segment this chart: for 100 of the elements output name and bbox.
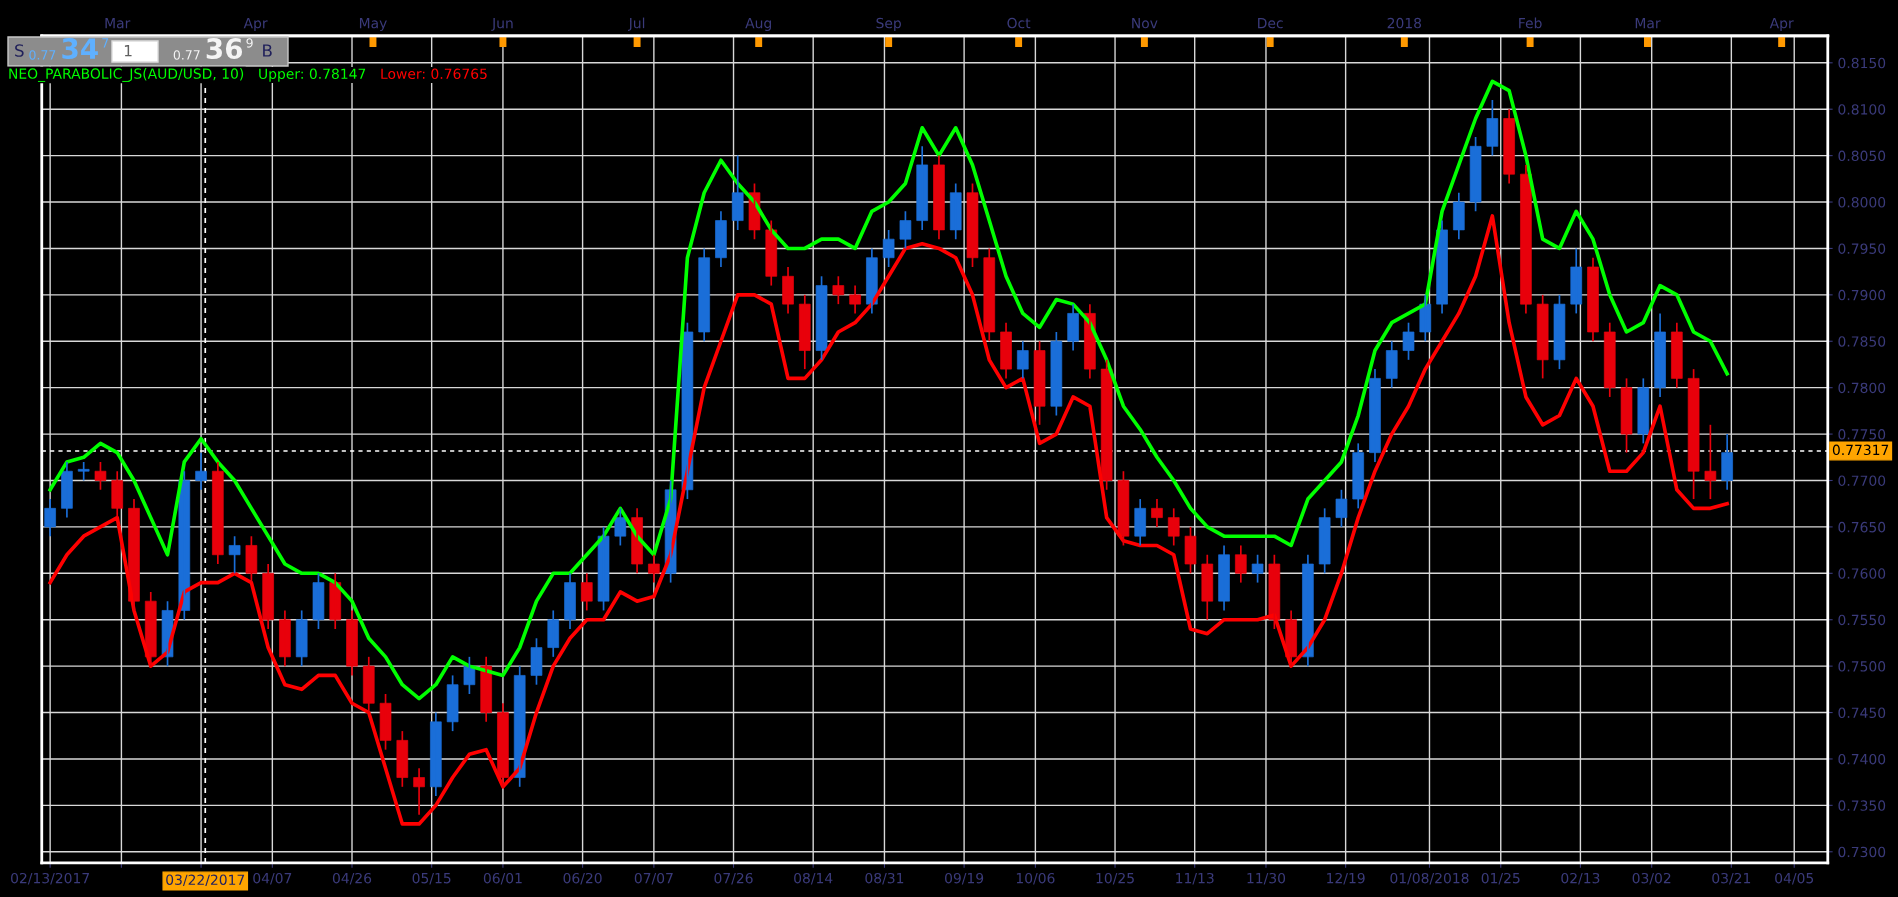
- candlestick: [1687, 368, 1700, 500]
- x2-tick-label: May: [359, 18, 387, 32]
- x-tick-label: 03/02: [1632, 872, 1671, 885]
- x2-tick-label: Apr: [1769, 18, 1794, 32]
- candlestick: [1235, 544, 1247, 584]
- x-tick-label: 07/07: [634, 872, 673, 885]
- candlestick: [77, 461, 90, 482]
- y-tick-label: 0.7700: [1838, 475, 1886, 486]
- line-series: [48, 214, 1729, 826]
- candlestick: [44, 498, 56, 538]
- annotation: 34: [62, 38, 98, 60]
- x2-tick-label: Mar: [105, 18, 131, 29]
- candlestick: [94, 461, 107, 491]
- y-tick-label: 0.8000: [1838, 197, 1886, 208]
- candlestick: [379, 693, 392, 751]
- text: S: [15, 44, 24, 57]
- x-tick-label: 10/06: [1016, 872, 1055, 885]
- y-tick-label: 0.7650: [1838, 521, 1886, 533]
- candlestick: [1620, 377, 1633, 454]
- candlestick: [1251, 553, 1264, 584]
- x-tick-label: 10/25: [1096, 872, 1134, 885]
- candlestick: [580, 572, 593, 612]
- annotation: 0.77: [173, 50, 200, 60]
- candlestick: [849, 284, 861, 315]
- candlestick: [899, 210, 912, 250]
- candlestick: [1017, 340, 1029, 380]
- candlestick: [597, 526, 610, 612]
- y-tick-label: 0.8050: [1838, 150, 1886, 162]
- candlestick: [1469, 136, 1482, 213]
- candlestick: [1402, 321, 1415, 361]
- x-tick-label: 09/19: [945, 872, 984, 885]
- y-tick-label: 0.7600: [1838, 568, 1886, 579]
- candlestick: [1335, 488, 1348, 528]
- text: Upper: 0.78147: [259, 68, 366, 82]
- candlestick: [1050, 331, 1063, 417]
- x-tick-label: 04/07: [253, 872, 292, 885]
- x-tick-label: 06/20: [563, 872, 602, 885]
- x-tick-label: 05/15: [412, 872, 451, 885]
- annotation: 9: [246, 38, 253, 48]
- candlestick: [312, 572, 325, 630]
- candlestick: [832, 275, 845, 305]
- y-tick-label: 0.8150: [1838, 57, 1886, 69]
- x2-tick-label: 2018: [1387, 17, 1422, 29]
- x-tick-label: 12/19: [1327, 872, 1365, 885]
- annotation: 7: [102, 38, 109, 48]
- y-tick-label: 0.7550: [1838, 614, 1886, 626]
- candlestick: [1100, 358, 1113, 491]
- x-tick-label: 11/13: [1176, 872, 1214, 885]
- x-tick-label: 01/08/2018: [1390, 872, 1469, 885]
- y-tick-label: 0.8100: [1838, 104, 1886, 115]
- annotation: 0.77: [29, 50, 56, 60]
- text: Lower: 0.76765: [381, 68, 487, 80]
- y-tick-label: 0.7400: [1838, 753, 1886, 765]
- candlestick: [1033, 340, 1046, 426]
- candlestick: [1486, 99, 1499, 157]
- annotation: B: [263, 44, 272, 57]
- y-tick-label: 0.7800: [1838, 382, 1886, 394]
- candlestick: [245, 535, 258, 584]
- candlestick: [1553, 294, 1566, 370]
- candlestick: [815, 275, 828, 361]
- x2-tick-label: Sep: [876, 17, 901, 32]
- candlestick: [1184, 526, 1197, 575]
- candlestick: [228, 535, 241, 575]
- candlestick: [446, 674, 459, 732]
- candlestick: [648, 553, 660, 584]
- x2-tick-label: Apr: [243, 18, 268, 32]
- y-tick-label: 0.7300: [1838, 846, 1886, 858]
- candlestick: [966, 182, 979, 268]
- candlestick: [1117, 470, 1130, 547]
- x-tick-label: 01/25: [1481, 872, 1520, 885]
- x2-tick-label: Dec: [1258, 18, 1283, 29]
- y-tick-label: 0.7350: [1838, 800, 1886, 811]
- x-tick-label: 07/26: [714, 872, 753, 885]
- candlestick: [530, 637, 543, 686]
- y-tick-label: 0.7900: [1838, 289, 1886, 301]
- ref-line-label: 03/22/2017: [166, 874, 245, 887]
- candlestick: [1453, 191, 1465, 240]
- x-tick-label: 02/13/2017: [11, 872, 89, 885]
- x-tick-label: 08/14: [794, 872, 833, 885]
- x2-tick-label: Jun: [491, 18, 513, 31]
- x2-tick-label: Mar: [1635, 18, 1661, 29]
- annotation: 1: [124, 45, 132, 57]
- annotation: 36: [206, 38, 243, 60]
- x2-tick-label: Oct: [1007, 17, 1031, 29]
- x-tick-label: 02/13: [1561, 872, 1600, 885]
- annotation: NEO_PARABOLIC_JS(AUD/USD, 10): [9, 68, 244, 82]
- x2-tick-label: Aug: [745, 18, 771, 32]
- x-tick-label: 11/30: [1247, 872, 1286, 885]
- x2-tick-label: Jul: [628, 17, 645, 31]
- x-tick-label: 04/26: [332, 872, 372, 885]
- x-tick-label: 03/21: [1712, 872, 1751, 885]
- y-tick-label: 0.7750: [1838, 429, 1886, 440]
- y-tick-label: 0.7500: [1838, 661, 1886, 672]
- y-tick-label: 0.7850: [1838, 336, 1886, 347]
- candlestick: [1167, 507, 1180, 547]
- x-tick-label: 08/31: [865, 872, 904, 885]
- x2-tick-label: Feb: [1519, 17, 1542, 29]
- ref-line-label: 0.77317: [1832, 444, 1889, 456]
- candlestick: [882, 229, 895, 268]
- x-tick-label: 04/05: [1775, 872, 1814, 885]
